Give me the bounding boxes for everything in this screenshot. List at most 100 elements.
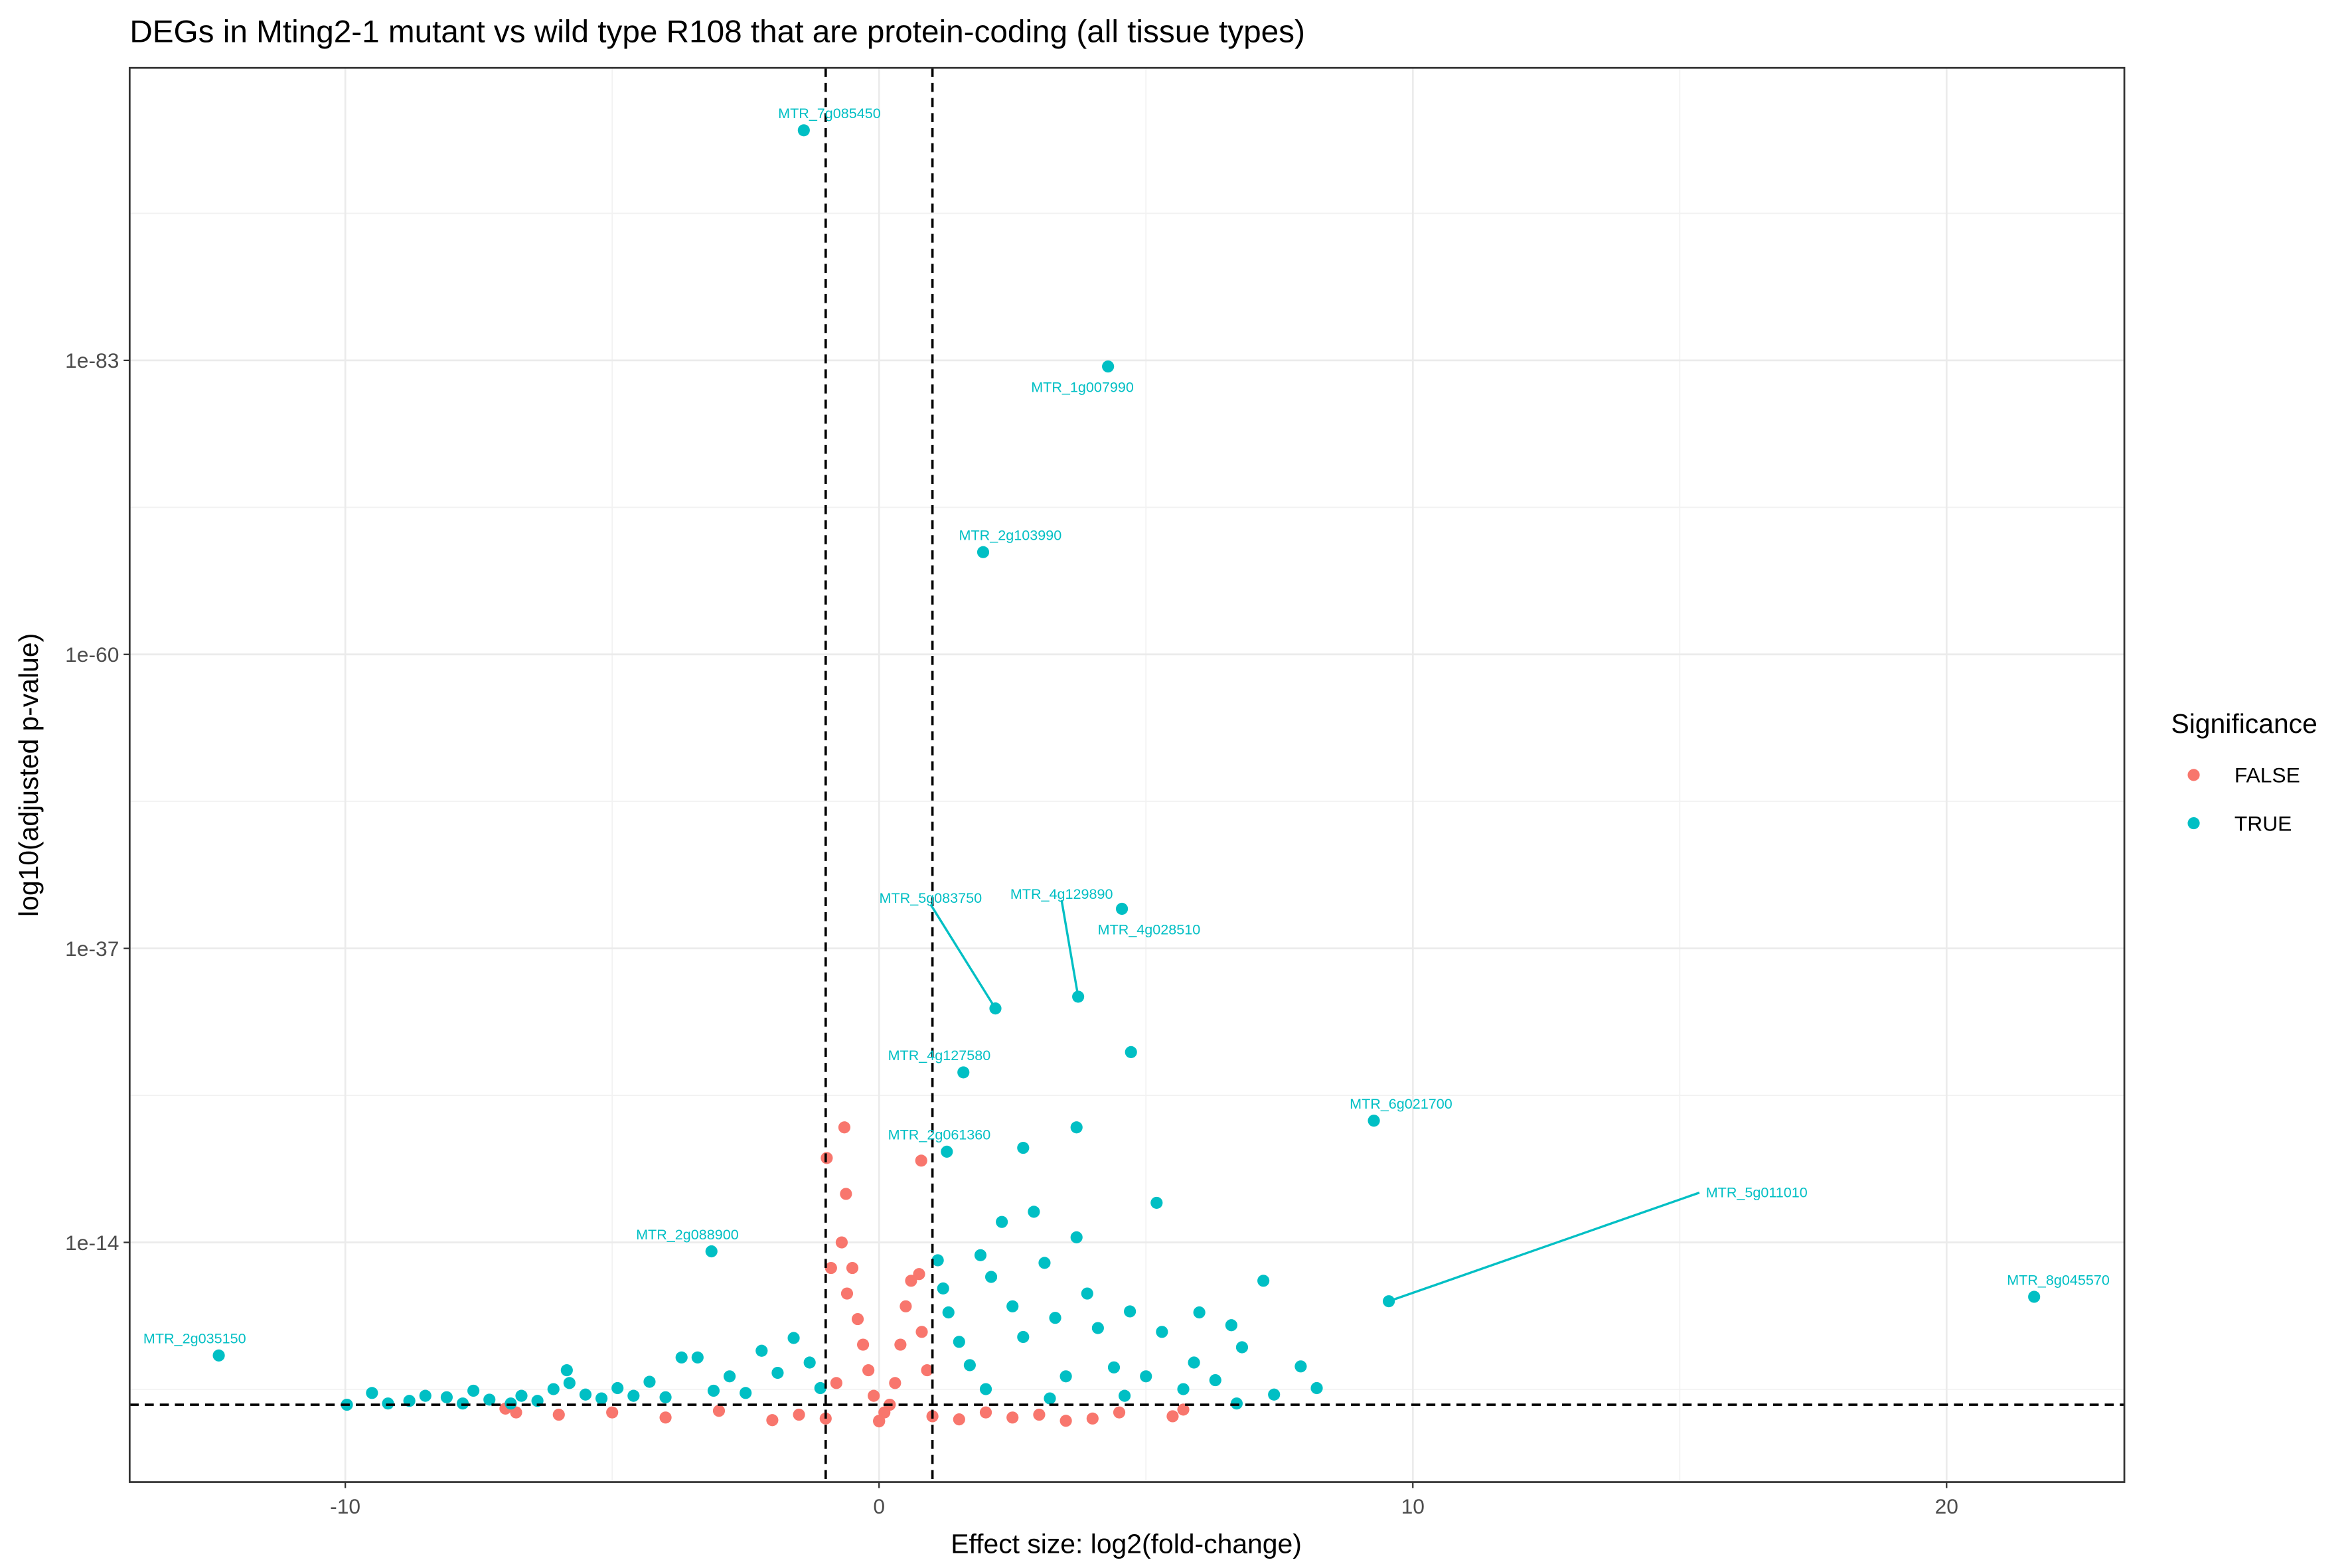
point [1156,1326,1168,1338]
point [510,1406,522,1419]
point [382,1397,394,1410]
point [1070,1231,1083,1243]
point [456,1397,469,1410]
point [915,1326,928,1338]
point [915,1154,927,1167]
point [419,1389,431,1402]
point [1166,1410,1179,1423]
legend-marker [2187,817,2200,830]
point [1102,360,1115,373]
point-label: MTR_2g061360 [888,1127,991,1143]
point [595,1392,608,1405]
point [1070,1121,1083,1134]
point [659,1391,672,1403]
point [873,1415,886,1428]
point [862,1364,875,1377]
point-label: MTR_7g085450 [778,105,881,121]
point [851,1312,864,1326]
point [560,1364,573,1377]
point-label: MTR_5g083750 [880,890,982,906]
point [1107,1361,1121,1373]
point [627,1389,640,1402]
point [691,1351,704,1364]
point [797,124,810,137]
point [643,1375,656,1388]
point [1006,1411,1019,1424]
legend-label: TRUE [2234,811,2292,835]
point [793,1408,805,1421]
point-label: MTR_2g088900 [636,1226,739,1243]
point [2028,1291,2041,1303]
y-tick-label: 1e-83 [65,349,119,372]
point [931,1254,944,1267]
point [1257,1275,1270,1287]
point [1028,1206,1040,1218]
plot-border [128,66,2126,1483]
chart-title: DEGs in Mting2-1 mutant vs wild type R10… [129,15,1305,50]
label-leader [1060,900,1079,997]
point [1091,1322,1104,1334]
point [771,1366,784,1379]
label-leader [1388,1192,1700,1302]
point [707,1384,720,1397]
point [979,1406,992,1419]
point [900,1300,912,1312]
point [889,1377,902,1389]
point [723,1370,736,1383]
point [840,1188,852,1200]
point [1017,1141,1030,1154]
point [1188,1356,1200,1369]
point [705,1245,718,1258]
point [953,1336,965,1348]
point [505,1397,517,1410]
point [963,1359,976,1372]
point [1310,1381,1323,1395]
point [814,1381,826,1395]
point [1140,1370,1152,1383]
point [1059,1370,1072,1383]
point [974,1249,987,1261]
point [977,546,990,558]
legend-title: Significance [2171,708,2317,739]
point [547,1383,560,1395]
point [1235,1341,1249,1354]
point [984,1271,998,1283]
point [1193,1306,1206,1319]
point [957,1066,970,1079]
point-label: MTR_4g129890 [1010,886,1113,902]
point [941,1145,953,1158]
point [824,1261,837,1275]
point [1118,1389,1131,1402]
point-label: MTR_5g011010 [1706,1184,1808,1200]
point [953,1413,965,1426]
y-tick-label: 1e-14 [65,1231,119,1255]
x-tick-label: 0 [873,1494,885,1518]
point [766,1414,779,1427]
point [937,1282,949,1294]
label-leader [929,903,996,1010]
point [515,1389,528,1402]
x-tick-label: -10 [330,1494,360,1518]
point [838,1121,851,1134]
point [1059,1415,1072,1427]
point [755,1344,768,1357]
point [1368,1115,1380,1127]
point-label: MTR_4g127580 [888,1047,991,1063]
point [366,1387,378,1399]
legend-label: FALSE [2234,763,2300,787]
point [611,1381,624,1395]
point [905,1275,917,1287]
point [1086,1412,1099,1425]
point [483,1393,496,1406]
point [212,1349,225,1362]
point-label: MTR_4g028510 [1098,921,1201,938]
point [1230,1397,1243,1410]
point-label: MTR_6g021700 [1350,1095,1452,1112]
point [1209,1373,1221,1387]
y-tick-label: 1e-37 [65,937,119,961]
x-tick-label: 20 [1935,1494,1958,1518]
x-axis-label: Effect size: log2(fold-change) [951,1528,1302,1559]
